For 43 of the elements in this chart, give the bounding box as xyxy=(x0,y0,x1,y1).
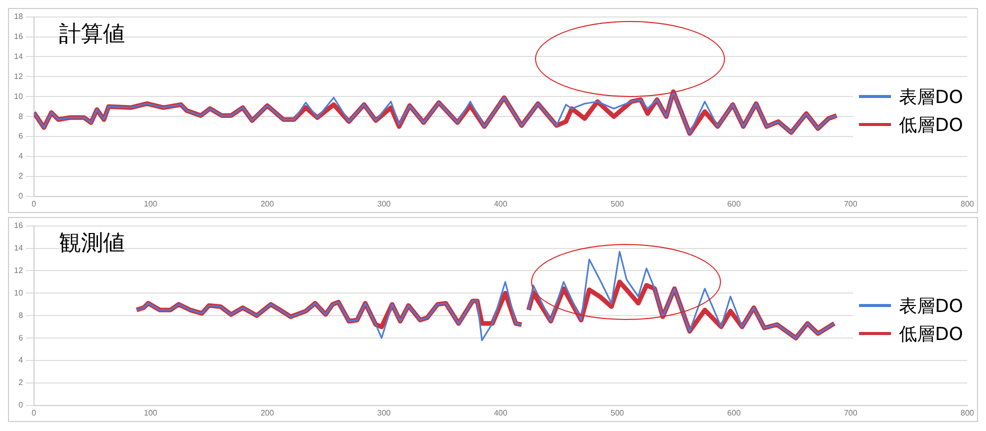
y-tick-label: 10 xyxy=(14,288,24,298)
y-tick-label: 12 xyxy=(14,266,24,275)
x-tick-label: 500 xyxy=(610,199,625,208)
x-tick-label: 400 xyxy=(494,199,508,208)
y-tick-label: 16 xyxy=(14,221,24,230)
x-tick-label: 800 xyxy=(960,199,975,208)
y-tick-label: 16 xyxy=(14,32,24,41)
y-tick-label: 14 xyxy=(14,52,24,61)
y-tick-label: 0 xyxy=(18,192,24,201)
y-tick-label: 4 xyxy=(18,152,24,161)
y-tick-label: 8 xyxy=(18,112,24,121)
y-tick-label: 12 xyxy=(14,72,24,81)
legend-label: 低層DO xyxy=(898,114,963,136)
chart-title: 計算値 xyxy=(59,21,125,49)
y-tick-label: 6 xyxy=(18,132,24,141)
x-tick-label: 300 xyxy=(377,199,392,208)
y-tick-label: 2 xyxy=(18,172,24,181)
x-tick-label: 700 xyxy=(844,199,858,208)
x-tick-label: 100 xyxy=(144,199,158,208)
x-tick-label: 500 xyxy=(610,408,625,418)
legend-label: 表層DO xyxy=(898,294,963,318)
legend-label: 低層DO xyxy=(898,322,963,346)
x-tick-label: 0 xyxy=(32,408,37,418)
x-tick-label: 200 xyxy=(260,408,274,418)
y-tick-label: 2 xyxy=(18,378,24,388)
legend-label: 表層DO xyxy=(898,86,963,108)
x-tick-label: 600 xyxy=(727,408,742,418)
y-tick-label: 8 xyxy=(18,310,24,320)
x-tick-label: 700 xyxy=(844,408,858,418)
x-tick-label: 400 xyxy=(494,408,508,418)
y-tick-label: 18 xyxy=(14,12,24,22)
chart-title: 観測値 xyxy=(59,230,125,258)
x-tick-label: 200 xyxy=(260,199,274,208)
x-tick-label: 0 xyxy=(32,199,37,208)
x-tick-label: 800 xyxy=(960,408,975,418)
x-tick-label: 600 xyxy=(727,199,742,208)
y-tick-label: 4 xyxy=(18,356,24,365)
y-tick-label: 0 xyxy=(18,400,24,410)
y-tick-label: 10 xyxy=(14,92,24,101)
x-tick-label: 300 xyxy=(377,408,392,418)
x-tick-label: 100 xyxy=(144,408,158,418)
y-tick-label: 6 xyxy=(18,333,24,342)
y-tick-label: 14 xyxy=(14,243,24,252)
